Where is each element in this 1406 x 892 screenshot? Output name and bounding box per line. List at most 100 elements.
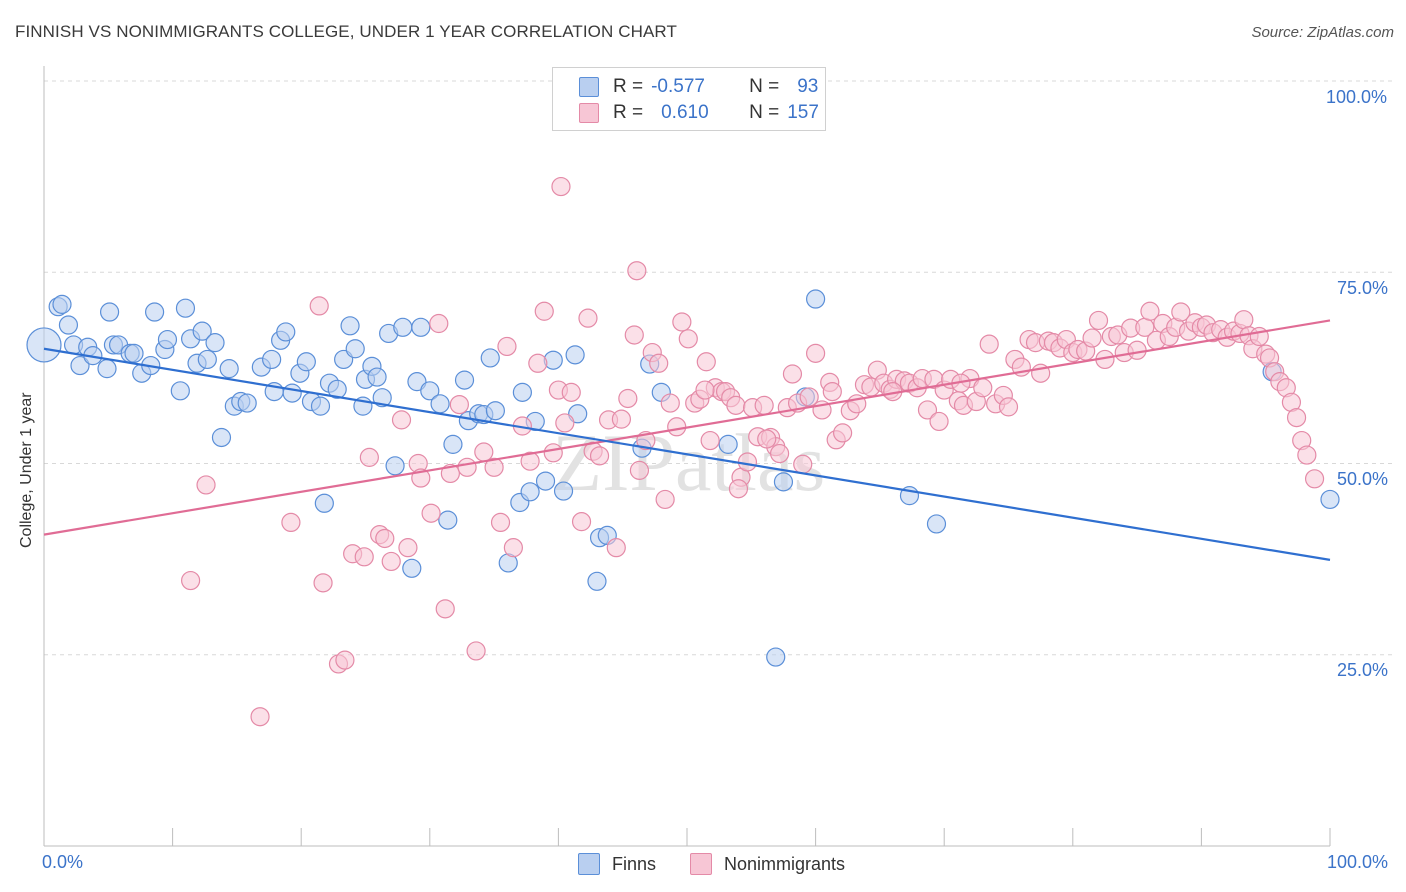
nonimmigrant-point <box>435 599 455 619</box>
nonimmigrant-point <box>1127 340 1147 360</box>
nonimmigrant-point <box>1297 445 1317 465</box>
finn-point <box>443 434 463 454</box>
nonimmigrant-point <box>466 641 486 661</box>
nonimmigrant-point <box>313 573 333 593</box>
finn-point <box>485 401 505 421</box>
nonimmigrant-point <box>281 512 301 533</box>
nonimmigrant-point <box>391 410 412 430</box>
finn-point <box>367 367 387 387</box>
bottom-legend-finns[interactable]: Finns <box>578 852 656 876</box>
finn-point <box>58 315 79 335</box>
nonimmigrant-point <box>551 176 571 197</box>
y-tick-label-75: 75.0% <box>1337 278 1389 298</box>
nonimmigrant-point <box>929 411 949 432</box>
finn-point <box>345 339 365 359</box>
nonimmigrant-point <box>571 512 592 532</box>
finn-point <box>773 472 794 492</box>
finns-r-value: -0.577 <box>651 76 705 97</box>
finn-point <box>553 481 574 501</box>
nonimmigrant-point <box>973 378 993 398</box>
nonimmigrant-point <box>728 479 749 499</box>
nonimmigrant-point <box>672 312 692 332</box>
nonimmigrant-point <box>737 452 758 472</box>
finn-point <box>393 317 413 337</box>
finns-swatch <box>579 77 599 97</box>
nonimmigrant-point <box>917 400 938 420</box>
nonimmigrant-point <box>578 308 598 328</box>
nonimmigrant-point <box>1171 302 1191 322</box>
nonimmigrant-point <box>754 395 774 415</box>
nonimmigrants-n-label: N = <box>749 102 780 123</box>
finn-point <box>144 302 165 322</box>
nonimmigrant-point <box>979 334 999 354</box>
finn-point <box>402 558 422 578</box>
finn-point <box>327 379 347 399</box>
finn-point <box>296 352 316 372</box>
axes <box>43 66 1331 847</box>
nonimmigrant-point <box>497 336 517 357</box>
y-tick-label-100: 100.0% <box>1326 87 1388 107</box>
stats-legend: R = -0.577 N = 93 R = 0.610 N = 157 <box>552 67 826 131</box>
nonimmigrant-point <box>782 364 803 384</box>
finn-point <box>197 349 217 370</box>
x-tick-label-max: 100.0% <box>1327 852 1389 872</box>
nonimmigrant-point <box>1140 301 1160 321</box>
bottom-legend-nonimmigrants[interactable]: Nonimmigrants <box>690 852 845 876</box>
chart-title: FINNISH VS NONIMMIGRANTS COLLEGE, UNDER … <box>15 22 677 41</box>
nonimmigrants-points <box>181 176 1325 727</box>
nonimmigrant-point <box>618 388 638 409</box>
nonimmigrant-point <box>649 353 669 373</box>
nonimmigrant-point <box>490 512 511 533</box>
trend-lines <box>43 319 1331 561</box>
finn-point <box>219 359 239 379</box>
y-axis-label: College, Under 1 year <box>18 392 35 548</box>
nonimmigrant-point <box>700 430 720 451</box>
finn-point <box>565 345 585 365</box>
nonimmigrant-point <box>181 570 201 591</box>
finns-legend-swatch <box>578 853 600 875</box>
legend-row-finns: R = -0.577 N = 93 <box>579 75 818 99</box>
nonimmigrants-r-label: R = <box>613 102 644 123</box>
nonimmigrant-point <box>696 352 716 372</box>
y-tick-label-25: 25.0% <box>1337 660 1389 680</box>
finns-legend-label: Finns <box>612 853 657 874</box>
finn-point <box>340 316 360 336</box>
nonimmigrant-point <box>606 538 626 558</box>
nonimmigrant-point <box>1286 408 1307 428</box>
grid-lines <box>44 80 1392 656</box>
finn-point <box>26 327 62 363</box>
finn-point <box>314 493 334 513</box>
nonimmigrant-point <box>1082 328 1102 348</box>
x-tick-label-min: 0.0% <box>42 852 84 872</box>
finn-point <box>926 514 947 534</box>
nonimmigrant-point <box>440 463 460 484</box>
nonimmigrant-point <box>335 650 355 670</box>
nonimmigrant-point <box>627 261 647 281</box>
finn-point <box>520 482 540 502</box>
nonimmigrant-point <box>799 387 819 407</box>
finn-point <box>97 359 117 379</box>
nonimmigrant-point <box>624 325 644 345</box>
finn-point <box>52 294 72 314</box>
nonimmigrants-swatch <box>579 103 599 123</box>
source-label: Source: ZipAtlas.com <box>1251 24 1394 41</box>
finn-point <box>1320 489 1340 510</box>
nonimmigrant-point <box>667 417 687 437</box>
finn-point <box>480 348 500 368</box>
nonimmigrant-point <box>429 313 449 334</box>
nonimmigrant-point <box>655 489 675 510</box>
nonimmigrants-legend-label: Nonimmigrants <box>724 853 846 874</box>
nonimmigrant-point <box>833 423 853 443</box>
nonimmigrant-point <box>1304 469 1325 489</box>
nonimmigrant-point <box>805 343 826 363</box>
finns-n-value: 93 <box>797 76 819 97</box>
finn-point <box>124 343 144 363</box>
nonimmigrant-point <box>381 551 401 572</box>
nonimmigrant-point <box>769 443 790 464</box>
finn-point <box>70 355 90 376</box>
nonimmigrants-n-value: 157 <box>787 102 819 123</box>
nonimmigrants-trend-line <box>43 319 1331 536</box>
nonimmigrant-point <box>484 457 504 477</box>
finn-point <box>587 571 607 591</box>
